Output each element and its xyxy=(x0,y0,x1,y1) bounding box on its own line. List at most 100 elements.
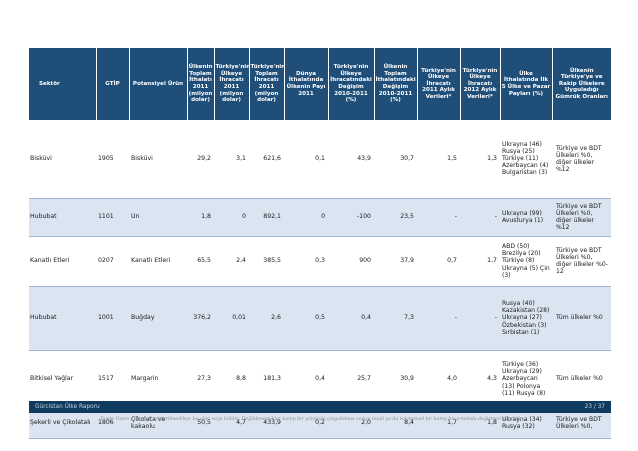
cell-value: - xyxy=(417,286,460,351)
cell-customs-rates: Tüm ülkeler %0 xyxy=(552,350,611,409)
cell-gtip: 1517 xyxy=(96,350,129,409)
cell-product: Bisküvi xyxy=(129,120,187,199)
cell-value: 1,8 xyxy=(460,408,500,439)
cell-value: 1,3 xyxy=(460,120,500,199)
cell-value: 0,2 xyxy=(284,408,328,439)
cell-customs-rates: Türkiye ve BDT Ülkeleri %0, diğer ülkele… xyxy=(552,198,611,237)
cell-customs-rates: Türkiye ve BDT Ülkeleri %0, diğer ülkele… xyxy=(552,236,611,287)
cell-value: 0,3 xyxy=(284,236,328,287)
cell-value: 0 xyxy=(284,198,328,237)
cell-value: 25,7 xyxy=(328,350,374,409)
header-sector: Sektör xyxy=(29,48,97,120)
cell-value: 8,8 xyxy=(214,350,249,409)
cell-sector: Hububat xyxy=(29,198,96,237)
cell-value: 433,9 xyxy=(249,408,284,439)
table-row: Bitkisel Yağlar 1517 Margarin 27,3 8,8 1… xyxy=(29,350,611,409)
cell-product: Çikolata ve kakaolu xyxy=(129,408,187,439)
cell-value: 2,6 xyxy=(249,286,284,351)
cell-value: 621,6 xyxy=(249,120,284,199)
cell-value: 181,3 xyxy=(249,350,284,409)
cell-top-countries: Rusya (40) Kazakistan (28) Ukrayna (27) … xyxy=(500,286,552,351)
cell-gtip: 0207 xyxy=(96,236,129,287)
table-row: Şekerli ve Çikolatalı 1806 Çikolata ve k… xyxy=(29,408,611,439)
cell-top-countries: Türkiye (36) Ukrayna (29) Azerbaycan (13… xyxy=(500,350,552,409)
cell-value: 1,5 xyxy=(417,120,460,199)
cell-value: 1,7 xyxy=(417,408,460,439)
cell-gtip: 1905 xyxy=(96,120,129,199)
cell-gtip: 1001 xyxy=(96,286,129,351)
footer-report-title: Gürcistan Ülke Raporu xyxy=(35,404,100,410)
cell-value: 7,3 xyxy=(374,286,417,351)
source-note: Trade Users - Kaynak gösterilmedikçe bu … xyxy=(100,417,523,422)
header-country-imports: Ülkenin Toplam İthalatı 2011 (milyon dol… xyxy=(187,48,215,120)
cell-value: 385,5 xyxy=(249,236,284,287)
cell-sector: Kanatlı Etleri xyxy=(29,236,96,287)
table-row: Hububat 1101 Un 1,8 0 892,1 0 -100 23,5 … xyxy=(29,198,611,237)
header-world-import-share: Dünya İthalatında Ülkenin Payı 2011 xyxy=(284,48,329,120)
cell-value: 65,5 xyxy=(187,236,214,287)
cell-value: 23,5 xyxy=(374,198,417,237)
cell-top-countries: Ukrayna (34) Rusya (32) xyxy=(500,408,552,439)
table-row: Hububat 1001 Buğday 376,2 0,01 2,6 0,5 0… xyxy=(29,286,611,351)
cell-value: 0,1 xyxy=(284,120,328,199)
cell-value: 43,9 xyxy=(328,120,374,199)
cell-value: 892,1 xyxy=(249,198,284,237)
cell-value: 0,4 xyxy=(328,286,374,351)
cell-sector: Hububat xyxy=(29,286,96,351)
cell-gtip: 1101 xyxy=(96,198,129,237)
cell-top-countries: Ukrayna (99) Avusturya (1) xyxy=(500,198,552,237)
cell-value: 1,7 xyxy=(460,236,500,287)
cell-value: 3,1 xyxy=(214,120,249,199)
cell-value: 30,9 xyxy=(374,350,417,409)
cell-customs-rates: Tüm ülkeler %0 xyxy=(552,286,611,351)
cell-value: 2,4 xyxy=(214,236,249,287)
cell-product: Un xyxy=(129,198,187,237)
cell-value: 2,0 xyxy=(328,408,374,439)
cell-value: 50,5 xyxy=(187,408,214,439)
page-footer-bar: Gürcistan Ülke Raporu 23 / 37 xyxy=(29,401,611,413)
header-country-import-change: Ülkenin Toplam İthalatındaki Değişim 201… xyxy=(374,48,418,120)
cell-value: 4,0 xyxy=(417,350,460,409)
cell-value: 0,4 xyxy=(284,350,328,409)
header-turkey-export-change: Türkiye'nin Ülkeye İhracatındaki Değişim… xyxy=(328,48,375,120)
header-turkey-exports-to-country: Türkiye'nin Ülkeye İhracatı 2011 (milyon… xyxy=(214,48,250,120)
table-row: Kanatlı Etleri 0207 Kanatlı Etleri 65,5 … xyxy=(29,236,611,287)
header-turkey-total-exports: Türkiye'nin Toplam İhracatı 2011 (milyon… xyxy=(249,48,285,120)
export-potential-table-wrapper: Sektör GTİP Potansiyel Ürün Ülkenin Topl… xyxy=(29,48,611,439)
cell-value: 37,9 xyxy=(374,236,417,287)
cell-value: 376,2 xyxy=(187,286,214,351)
cell-value: 4,7 xyxy=(214,408,249,439)
footer-page-number: 23 / 37 xyxy=(584,404,605,410)
header-monthly-2011: Türkiye'nin Ülkeye İhracatı 2011 Aylık V… xyxy=(417,48,461,120)
cell-value: 30,7 xyxy=(374,120,417,199)
cell-value: - xyxy=(417,198,460,237)
cell-value: 27,3 xyxy=(187,350,214,409)
cell-value: 4,3 xyxy=(460,350,500,409)
cell-sector: Bitkisel Yağlar xyxy=(29,350,96,409)
header-gtip: GTİP xyxy=(96,48,130,120)
cell-value: 900 xyxy=(328,236,374,287)
table-row: Bisküvi 1905 Bisküvi 29,2 3,1 621,6 0,1 … xyxy=(29,120,611,199)
cell-sector: Şekerli ve Çikolatalı xyxy=(29,408,96,439)
cell-top-countries: Ukrayna (46) Rusya (25) Türkiye (11) Aze… xyxy=(500,120,552,199)
header-product: Potansiyel Ürün xyxy=(129,48,188,120)
cell-product: Margarin xyxy=(129,350,187,409)
table-header-row: Sektör GTİP Potansiyel Ürün Ülkenin Topl… xyxy=(29,48,611,120)
cell-top-countries: ABD (50) Brezilya (20) Türkiye (8) Ukray… xyxy=(500,236,552,287)
cell-gtip: 1806 xyxy=(96,408,129,439)
cell-value: 8,4 xyxy=(374,408,417,439)
header-customs-rates: Ülkenin Türkiye'ye ve Rakip Ülkelere Uyg… xyxy=(552,48,611,120)
cell-value: 0,01 xyxy=(214,286,249,351)
header-top5-countries: Ülke İthalatında İlk 5 Ülke ve Pazar Pay… xyxy=(500,48,553,120)
cell-value: -100 xyxy=(328,198,374,237)
export-potential-table: Sektör GTİP Potansiyel Ürün Ülkenin Topl… xyxy=(29,48,611,439)
cell-product: Buğday xyxy=(129,286,187,351)
cell-value: - xyxy=(460,198,500,237)
cell-value: 0,5 xyxy=(284,286,328,351)
cell-value: 1,8 xyxy=(187,198,214,237)
header-monthly-2012: Türkiye'nin Ülkeye İhracatı 2012 Aylık V… xyxy=(460,48,501,120)
cell-value: 29,2 xyxy=(187,120,214,199)
cell-value: 0,7 xyxy=(417,236,460,287)
cell-product: Kanatlı Etleri xyxy=(129,236,187,287)
cell-customs-rates: Türkiye ve BDT Ülkeleri %0, xyxy=(552,408,611,439)
